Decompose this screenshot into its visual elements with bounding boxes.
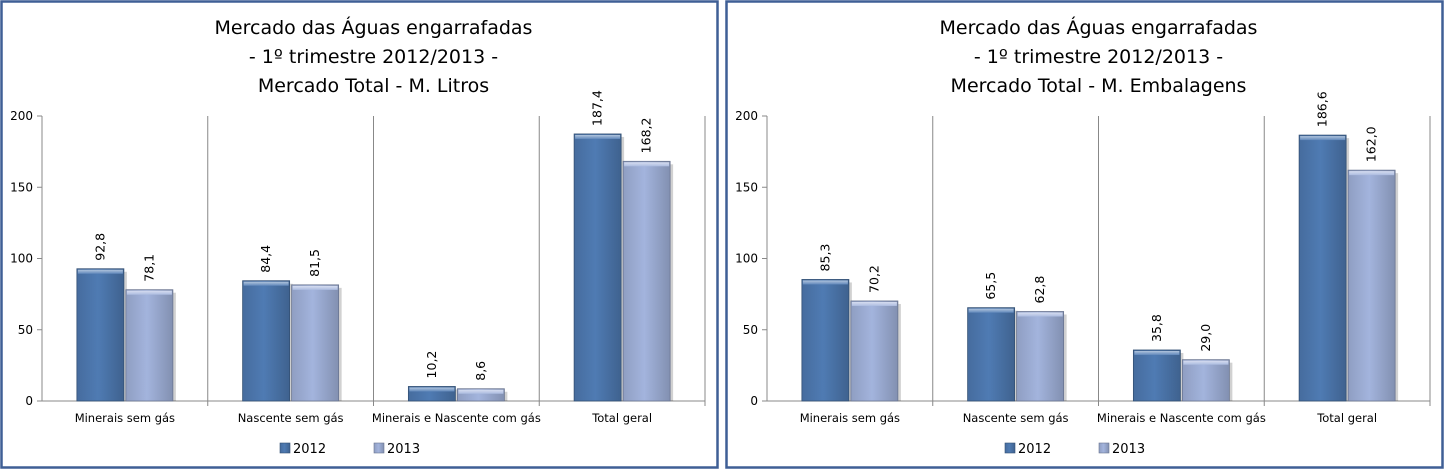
bar-bevel bbox=[409, 387, 455, 392]
bar-bevel bbox=[1183, 360, 1229, 365]
bar-data-label: 187,4 bbox=[590, 90, 605, 126]
legend-label: 2013 bbox=[387, 442, 420, 457]
bar-2012 bbox=[76, 268, 125, 402]
bar-data-label: 70,2 bbox=[866, 265, 881, 293]
bar-bevel bbox=[575, 134, 621, 139]
bar-data-label: 92,8 bbox=[92, 233, 107, 261]
bar-2013 bbox=[1181, 359, 1230, 402]
bar-2012 bbox=[242, 280, 291, 402]
bar-data-label: 85,3 bbox=[817, 244, 832, 272]
bar-bevel bbox=[77, 269, 123, 274]
category-label: Minerais sem gás bbox=[75, 411, 175, 425]
legend-swatch bbox=[279, 442, 291, 454]
chart-title-line: Mercado Total - M. Litros bbox=[258, 75, 489, 97]
category-label: Nascente sem gás bbox=[238, 411, 344, 425]
bar-data-label: 78,1 bbox=[141, 254, 156, 282]
chart-title-line: - 1º trimestre 2012/2013 - bbox=[249, 46, 498, 68]
bar-2013 bbox=[125, 289, 174, 402]
y-tick-label: 0 bbox=[750, 394, 758, 408]
y-tick-label: 100 bbox=[10, 252, 33, 266]
y-tick-label: 150 bbox=[10, 180, 33, 194]
bar-data-label: 162,0 bbox=[1364, 126, 1379, 162]
bar-bevel bbox=[968, 308, 1014, 313]
bar-bevel bbox=[1134, 350, 1180, 355]
chart-title-line: Mercado das Águas engarrafadas bbox=[940, 16, 1258, 39]
bar-2013 bbox=[1016, 311, 1065, 402]
bar-bevel bbox=[292, 285, 338, 290]
legend-swatch bbox=[373, 442, 385, 454]
bar-data-label: 84,4 bbox=[258, 245, 273, 273]
y-tick-label: 150 bbox=[735, 180, 758, 194]
bar-2013 bbox=[850, 300, 899, 402]
bar-2013 bbox=[622, 160, 671, 402]
bar-bevel bbox=[1300, 136, 1346, 141]
legend-label: 2012 bbox=[1018, 442, 1051, 457]
category-label: Minerais e Nascente com gás bbox=[372, 411, 541, 425]
legend-label: 2013 bbox=[1112, 442, 1145, 457]
category-label: Total geral bbox=[1316, 411, 1377, 425]
bar-2013 bbox=[1347, 169, 1396, 402]
chart-embalagens: Mercado das Águas engarrafadas - 1º trime… bbox=[725, 0, 1444, 469]
legend-swatch bbox=[1004, 442, 1016, 454]
bar-2012 bbox=[1298, 134, 1347, 402]
bar-bevel bbox=[126, 290, 172, 295]
bar-data-label: 168,2 bbox=[639, 118, 654, 154]
bar-data-label: 29,0 bbox=[1198, 324, 1213, 352]
bar-bevel bbox=[243, 281, 289, 286]
chart-svg: Mercado das Águas engarrafadas - 1º trime… bbox=[725, 0, 1444, 469]
bar-data-label: 186,6 bbox=[1315, 91, 1330, 127]
chart-svg: Mercado das Águas engarrafadas - 1º trime… bbox=[0, 0, 719, 469]
category-label: Total geral bbox=[591, 411, 652, 425]
bar-data-label: 8,6 bbox=[473, 361, 488, 381]
bar-bevel bbox=[851, 301, 897, 306]
bar-bevel bbox=[458, 389, 504, 394]
category-label: Nascente sem gás bbox=[963, 411, 1069, 425]
bar-2013 bbox=[291, 284, 340, 402]
y-tick-label: 0 bbox=[25, 394, 33, 408]
bar-bevel bbox=[1349, 171, 1395, 176]
bar-data-label: 10,2 bbox=[424, 351, 439, 379]
category-label: Minerais e Nascente com gás bbox=[1097, 411, 1266, 425]
bar-bevel bbox=[624, 162, 670, 167]
bar-2012 bbox=[801, 279, 850, 402]
bar-2012 bbox=[1132, 349, 1181, 402]
bar-data-label: 62,8 bbox=[1032, 276, 1047, 304]
bar-bevel bbox=[802, 280, 848, 285]
y-tick-label: 50 bbox=[743, 323, 758, 337]
legend-label: 2012 bbox=[293, 442, 326, 457]
legend-swatch bbox=[1098, 442, 1110, 454]
y-tick-label: 200 bbox=[10, 109, 33, 123]
bar-data-label: 81,5 bbox=[307, 249, 322, 277]
bar-2012 bbox=[967, 307, 1016, 402]
bar-data-label: 35,8 bbox=[1149, 314, 1164, 342]
y-tick-label: 100 bbox=[735, 252, 758, 266]
chart-title-line: - 1º trimestre 2012/2013 - bbox=[974, 46, 1223, 68]
y-tick-label: 200 bbox=[735, 109, 758, 123]
bar-data-label: 65,5 bbox=[983, 272, 998, 300]
bar-bevel bbox=[1017, 312, 1063, 317]
y-tick-label: 50 bbox=[18, 323, 33, 337]
bar-2012 bbox=[573, 133, 622, 402]
chart-litros: Mercado das Águas engarrafadas - 1º trime… bbox=[0, 0, 719, 469]
category-label: Minerais sem gás bbox=[800, 411, 900, 425]
chart-title-line: Mercado Total - M. Embalagens bbox=[951, 75, 1247, 97]
chart-title-line: Mercado das Águas engarrafadas bbox=[215, 16, 533, 39]
